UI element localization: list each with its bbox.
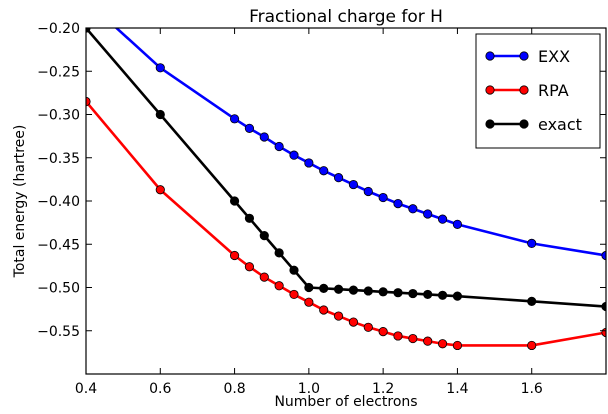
data-point-exx bbox=[229, 114, 240, 124]
y-tick-label: −0.55 bbox=[37, 324, 80, 340]
data-point-exx bbox=[259, 132, 269, 142]
data-point-rpa bbox=[408, 333, 418, 344]
y-tick-label: −0.50 bbox=[37, 281, 80, 297]
series-group bbox=[82, 0, 606, 351]
data-point-rpa bbox=[423, 336, 433, 346]
legend-marker-rpa bbox=[519, 85, 529, 95]
x-tick-label: 1.4 bbox=[446, 381, 468, 397]
data-point-rpa bbox=[229, 250, 240, 261]
data-point-rpa bbox=[244, 262, 255, 272]
data-point-exact bbox=[229, 196, 240, 206]
y-tick-label: −0.40 bbox=[37, 194, 80, 210]
data-point-exx bbox=[333, 173, 344, 183]
data-point-rpa bbox=[289, 289, 299, 300]
data-point-rpa bbox=[378, 327, 388, 337]
data-point-rpa bbox=[155, 185, 165, 195]
data-point-rpa bbox=[348, 317, 359, 327]
data-point-exx bbox=[319, 166, 329, 176]
series-exact bbox=[86, 28, 606, 312]
data-point-exact bbox=[601, 301, 606, 312]
data-point-exact bbox=[452, 291, 463, 301]
plot-area: 0.4 0.6 0.8 1.0 1.2 1.4 1.6 −0.55 −0.50 −0.45 −0.4… bbox=[12, 0, 607, 410]
data-point-rpa bbox=[527, 340, 537, 351]
data-point-exx bbox=[274, 141, 284, 152]
data-point-exx bbox=[304, 158, 314, 168]
y-tick-label: −0.20 bbox=[37, 21, 80, 37]
data-point-exact bbox=[348, 285, 359, 295]
series-exx bbox=[82, 0, 606, 261]
legend-marker-exact bbox=[519, 119, 529, 129]
data-point-exx bbox=[527, 238, 537, 248]
legend-marker-exact bbox=[485, 119, 495, 129]
x-tick-label: 1.2 bbox=[372, 381, 394, 397]
y-axis-label: Total energy (hartree) bbox=[12, 125, 28, 279]
data-point-exx bbox=[289, 150, 299, 160]
y-tick-label: −0.25 bbox=[37, 64, 80, 80]
data-point-rpa bbox=[274, 281, 284, 291]
data-point-exact bbox=[259, 231, 269, 241]
x-tick-label: 0.4 bbox=[75, 381, 97, 397]
legend-label-exact: exact bbox=[538, 115, 582, 134]
data-point-exx bbox=[408, 204, 418, 214]
y-tick-label: −0.35 bbox=[37, 151, 80, 167]
data-point-exx bbox=[82, 0, 90, 5]
data-point-exx bbox=[244, 123, 255, 133]
data-point-exact bbox=[155, 109, 165, 120]
data-point-exact bbox=[333, 284, 344, 294]
data-point-exact bbox=[408, 288, 418, 299]
x-tick-label: 1.6 bbox=[521, 381, 543, 397]
data-point-exx bbox=[437, 214, 448, 224]
y-tick-label: −0.45 bbox=[37, 237, 80, 253]
data-point-rpa bbox=[601, 327, 606, 338]
data-point-exx bbox=[348, 179, 359, 190]
data-point-exx bbox=[155, 63, 165, 73]
data-point-rpa bbox=[452, 340, 463, 351]
data-point-rpa bbox=[393, 331, 403, 341]
data-point-exact bbox=[289, 265, 299, 275]
legend-marker-exx bbox=[519, 51, 529, 61]
data-point-exact bbox=[274, 248, 284, 258]
data-point-exx bbox=[378, 192, 388, 203]
data-point-exact bbox=[378, 287, 388, 297]
data-point-exact bbox=[393, 288, 403, 298]
legend-marker-rpa bbox=[485, 85, 495, 95]
data-point-exx bbox=[423, 209, 433, 219]
data-point-exx bbox=[363, 186, 373, 197]
legend-label-rpa: RPA bbox=[538, 81, 569, 100]
data-point-rpa bbox=[333, 311, 344, 321]
series-rpa bbox=[86, 96, 606, 351]
data-point-rpa bbox=[437, 339, 448, 349]
data-point-exact bbox=[319, 283, 329, 293]
data-point-exact bbox=[304, 282, 314, 293]
x-axis-label: Number of electrons bbox=[274, 394, 417, 410]
data-point-exact bbox=[363, 286, 373, 296]
x-tick-label: 1.0 bbox=[298, 381, 320, 397]
legend-label-exx: EXX bbox=[538, 47, 570, 66]
data-point-rpa bbox=[319, 305, 329, 315]
data-point-exx bbox=[393, 199, 403, 209]
data-point-exact bbox=[437, 290, 448, 300]
data-point-rpa bbox=[363, 322, 373, 332]
legend-marker-exx bbox=[485, 51, 495, 61]
data-point-exact bbox=[423, 289, 433, 300]
data-point-rpa bbox=[304, 297, 314, 307]
data-point-exx bbox=[452, 219, 463, 229]
legend: EXX RPA exact bbox=[475, 33, 601, 149]
chart-title: Fractional charge for H bbox=[249, 7, 443, 27]
y-tick-label: −0.30 bbox=[37, 108, 80, 124]
data-point-rpa bbox=[259, 272, 269, 282]
x-tick-label: 0.6 bbox=[149, 381, 171, 397]
data-point-exact bbox=[244, 213, 255, 223]
data-point-exact bbox=[527, 296, 537, 306]
x-tick-label: 0.8 bbox=[223, 381, 245, 397]
data-point-exx bbox=[601, 250, 606, 261]
